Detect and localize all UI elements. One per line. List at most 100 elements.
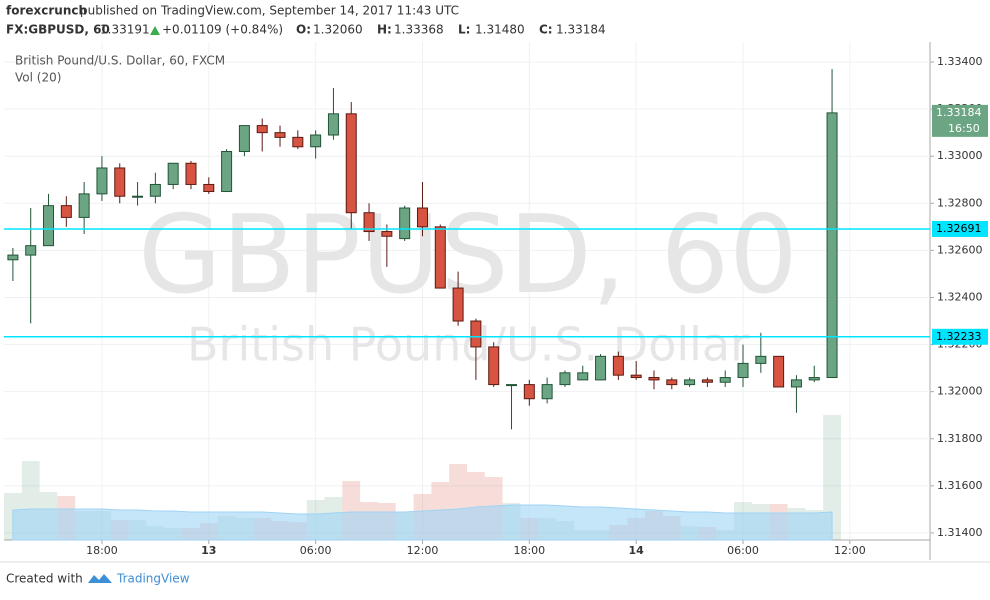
candle-body (274, 132, 286, 138)
candle-body (470, 320, 482, 348)
y-tick-label: 1.32800 (937, 196, 983, 209)
ohlc-value: 1.31480 (475, 23, 525, 37)
candles (4, 69, 930, 430)
x-tick-label: 14 (629, 544, 645, 557)
ohlc-label: C: (539, 23, 553, 37)
candle-body (327, 113, 339, 136)
ohlc-label: L: (458, 23, 470, 37)
candle-body (826, 112, 838, 379)
candle-body (221, 150, 233, 193)
candle-body (790, 379, 802, 388)
candle-body (238, 125, 250, 152)
candle-body (577, 372, 589, 381)
ohlc-label: O: (296, 23, 311, 37)
candle-body (719, 377, 731, 383)
candle-body (630, 374, 642, 379)
volume-bar (823, 415, 841, 540)
candle-body (612, 355, 624, 376)
author[interactable]: forexcrunch (6, 4, 87, 18)
change: +0.01109 (+0.84%) (162, 23, 283, 37)
watermark: GBPUSD, 60 (138, 193, 798, 318)
x-tick-label: 13 (201, 544, 216, 557)
watermark-subtitle: British Pound/U.S. Dollar (187, 318, 749, 372)
candle-body (416, 207, 428, 228)
candle-body (149, 183, 161, 197)
candle-body (701, 379, 713, 383)
ohlc: O: 1.32060 H: 1.33368 L: 1.31480 C: 1.33184 (296, 23, 606, 37)
candle-body (737, 362, 749, 379)
x-tick-label: 18:00 (86, 544, 118, 557)
candle-body (452, 287, 464, 322)
up-arrow (150, 26, 160, 35)
candle-body (595, 355, 607, 381)
y-tick-label: 1.31400 (937, 526, 983, 539)
volume (4, 415, 841, 541)
last-price: 1.33184 (936, 106, 982, 119)
candle-body (666, 379, 678, 386)
x-tick-label: 06:00 (727, 544, 759, 557)
y-tick-label: 1.32000 (937, 385, 983, 398)
candle-body (523, 384, 535, 400)
x-tick-label: 06:00 (300, 544, 332, 557)
candle-body (78, 193, 90, 218)
candle-body (132, 195, 144, 198)
candle-body (363, 212, 375, 233)
candle-body (381, 231, 393, 237)
ohlc-label: H: (377, 23, 392, 37)
candle-body (684, 379, 696, 386)
published: published on TradingView.com, September … (80, 4, 459, 18)
hline-label-bg (932, 328, 988, 345)
x-tick-label: 12:00 (407, 544, 439, 557)
candle-body (773, 355, 785, 388)
footer-brand[interactable]: TradingView (116, 572, 190, 586)
x-tick-label: 12:00 (834, 544, 866, 557)
candle-body (755, 355, 767, 364)
volume-ma (12, 504, 833, 541)
candle-body (7, 254, 19, 261)
ohlc-value: 1.33368 (394, 23, 444, 37)
chart-title: British Pound/U.S. Dollar, 60, FXCM (15, 54, 225, 68)
candle-body (256, 125, 268, 134)
x-tick-label: 18:00 (513, 544, 545, 557)
y-tick-label: 1.31800 (937, 432, 983, 445)
symbol: FX:GBPUSD, 60 (6, 23, 110, 37)
candle-body (506, 384, 518, 387)
logo (88, 574, 112, 583)
volume-label: Vol (20) (15, 71, 61, 85)
candle-body (185, 162, 197, 185)
y-tick-label: 1.33400 (937, 55, 983, 68)
candle-body (96, 167, 108, 195)
candle-body (808, 377, 820, 381)
ohlc-value: 1.32060 (313, 23, 363, 37)
ohlc-value: 1.33184 (556, 23, 606, 37)
candle-body (60, 205, 72, 218)
candle-body (541, 384, 553, 400)
y-tick-label: 1.32400 (937, 290, 983, 303)
candle-body (203, 183, 215, 193)
countdown: 16:50 (948, 122, 980, 135)
candle-body (434, 226, 446, 289)
y-tick-label: 1.31600 (937, 479, 983, 492)
y-tick-label: 1.33000 (937, 149, 983, 162)
hline-label-bg (932, 220, 988, 237)
footer-created: Created with (6, 572, 83, 586)
candle-body (648, 377, 660, 381)
candle-body (559, 372, 571, 386)
price: 1.33191 (100, 23, 150, 37)
hline-label: 1.32233 (936, 330, 982, 343)
candle-body (292, 136, 304, 148)
hline-label: 1.32691 (936, 222, 982, 235)
candle-body (345, 113, 357, 214)
candle-body (167, 162, 179, 185)
candle-body (399, 207, 411, 240)
price-axis: 1.314001.316001.318001.320001.322001.324… (86, 55, 988, 557)
candle-body (488, 346, 500, 386)
last-price-bg (932, 104, 988, 137)
candle-body (25, 245, 37, 256)
candle-body (310, 134, 322, 148)
candle-body (43, 205, 55, 247)
y-tick-label: 1.32600 (937, 243, 983, 256)
